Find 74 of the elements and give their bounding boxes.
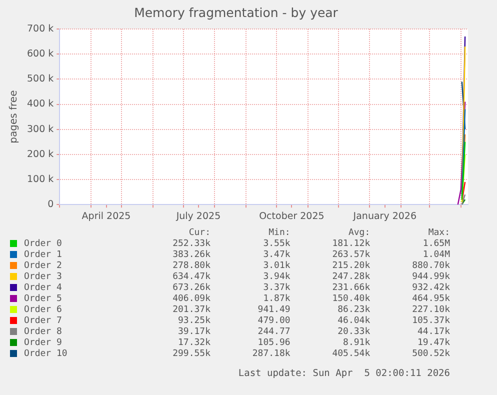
text: 105.37k bbox=[411, 316, 450, 327]
text: 3.47k bbox=[262, 250, 290, 261]
legend-label: Order 10 bbox=[23, 349, 68, 360]
text: 17.32k bbox=[176, 338, 210, 349]
text: 383.26k bbox=[172, 250, 210, 261]
y-tick-label: 0 bbox=[48, 199, 54, 210]
text: Cur: bbox=[188, 228, 210, 239]
text: 8.91k bbox=[342, 338, 370, 349]
text: 105.96 bbox=[256, 338, 290, 349]
x-tick-label: April 2025 bbox=[82, 210, 131, 222]
text: 244.77 bbox=[256, 327, 290, 338]
chart-title: Memory fragmentation - by year bbox=[134, 4, 339, 20]
legend-label: Order 5 bbox=[23, 294, 63, 305]
text: 944.99k bbox=[411, 272, 450, 283]
legend-label: Order 1 bbox=[23, 250, 63, 261]
text: 150.40k bbox=[331, 294, 370, 305]
text: Max: bbox=[427, 228, 450, 239]
text: 287.18k bbox=[251, 349, 290, 360]
text: 932.42k bbox=[411, 283, 450, 294]
y-tick-label: 300 k bbox=[27, 124, 54, 135]
text: Avg: bbox=[347, 228, 370, 239]
legend-label: Order 2 bbox=[23, 261, 63, 272]
y-tick-label: 600 k bbox=[27, 48, 54, 60]
legend-label: Order 0 bbox=[23, 239, 63, 250]
legend-label: Order 3 bbox=[23, 272, 63, 283]
text: 464.95k bbox=[411, 294, 450, 305]
y-tick-label: 500 k bbox=[27, 74, 54, 85]
y-tick-label: 700 k bbox=[27, 23, 54, 34]
text: 634.47k bbox=[172, 272, 210, 283]
text: 405.54k bbox=[331, 349, 370, 360]
legend-label: Order 9 bbox=[23, 338, 63, 349]
text: 3.94k bbox=[262, 272, 290, 283]
text: 247.28k bbox=[331, 272, 370, 283]
text: 500.52k bbox=[411, 349, 450, 360]
text: 263.57k bbox=[331, 250, 370, 261]
x-tick-label: October 2025 bbox=[259, 210, 324, 222]
text: 880.70k bbox=[411, 261, 450, 272]
legend-label: Order 6 bbox=[23, 305, 63, 316]
text: 3.37k bbox=[262, 283, 290, 294]
x-tick-label: July 2025 bbox=[175, 210, 221, 222]
text: 3.55k bbox=[262, 239, 290, 250]
text: 19.47k bbox=[416, 338, 450, 349]
legend-label: Order 7 bbox=[23, 316, 63, 327]
y-axis-title: pages free bbox=[8, 90, 20, 144]
text: 479.00 bbox=[256, 316, 290, 327]
text: 46.04k bbox=[336, 316, 370, 327]
text: 673.26k bbox=[172, 283, 210, 294]
text: 86.23k bbox=[336, 305, 370, 316]
text: 3.01k bbox=[262, 261, 290, 272]
text: 93.25k bbox=[176, 316, 210, 327]
text: 1.87k bbox=[262, 294, 290, 305]
legend-label: Order 4 bbox=[23, 283, 63, 294]
text: Last update: Sun Apr 5 02:00:11 2026 bbox=[238, 368, 450, 379]
text: 299.55k bbox=[172, 349, 210, 360]
text: 406.09k bbox=[172, 294, 210, 305]
text: 39.17k bbox=[176, 327, 210, 338]
text: 201.37k bbox=[172, 305, 210, 316]
legend-label: Order 8 bbox=[23, 327, 63, 338]
y-tick-label: 100 k bbox=[27, 174, 54, 185]
text: 181.12k bbox=[331, 239, 370, 250]
text: 215.20k bbox=[331, 261, 370, 272]
text: 44.17k bbox=[416, 327, 450, 338]
text: 20.33k bbox=[336, 327, 370, 338]
x-tick-label: January 2026 bbox=[352, 210, 417, 222]
text: 231.66k bbox=[331, 283, 370, 294]
y-tick-label: 200 k bbox=[27, 148, 54, 160]
text: 227.10k bbox=[411, 305, 450, 316]
text: 1.65M bbox=[422, 239, 450, 250]
text: 278.80k bbox=[172, 261, 210, 272]
text: 941.49 bbox=[256, 305, 290, 316]
text: Min: bbox=[268, 228, 290, 239]
text: 252.33k bbox=[172, 239, 210, 250]
y-tick-label: 400 k bbox=[27, 98, 54, 110]
text: 1.04M bbox=[422, 250, 450, 261]
